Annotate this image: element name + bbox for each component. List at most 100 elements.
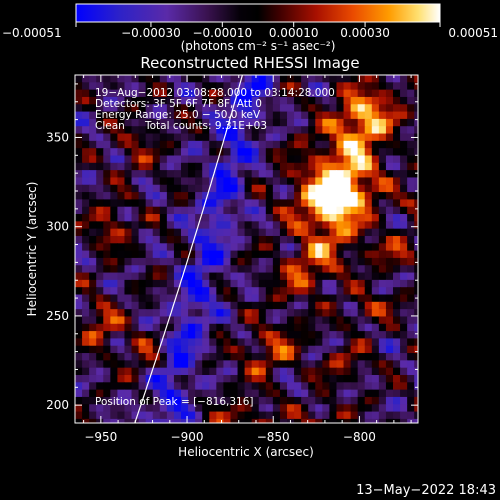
heatmap-cell (421, 155, 429, 163)
heatmap-cell (188, 382, 196, 391)
heatmap-cell (110, 257, 118, 266)
heatmap-cell (103, 331, 111, 340)
heatmap-cell (272, 411, 281, 420)
heatmap-cell (202, 265, 210, 274)
heatmap-cell (124, 309, 133, 318)
heatmap-cell (251, 353, 260, 361)
heatmap-cell (110, 111, 118, 120)
heatmap-cell (265, 301, 274, 310)
heatmap-cell (89, 133, 97, 142)
heatmap-cell (145, 177, 154, 186)
heatmap-cell (407, 287, 415, 296)
heatmap-cell (152, 279, 161, 288)
heatmap-cell (166, 162, 175, 171)
heatmap-cell (181, 199, 189, 208)
heatmap-cell (400, 228, 408, 237)
annotation-clean: Clean (95, 120, 125, 132)
heatmap-cell (343, 75, 352, 83)
heatmap-cell (251, 257, 260, 266)
heatmap-cell (209, 184, 217, 193)
heatmap-cell (407, 250, 415, 259)
heatmap-cell (209, 243, 217, 252)
heatmap-cell (251, 221, 260, 230)
heatmap-cell (89, 228, 97, 237)
heatmap-cell (272, 82, 281, 91)
heatmap-cell (96, 140, 104, 149)
heatmap-cell (195, 287, 203, 296)
heatmap-cell (145, 126, 154, 135)
heatmap-cell (223, 272, 232, 281)
heatmap-cell (96, 257, 104, 266)
heatmap-cell (223, 345, 232, 354)
heatmap-cell (336, 104, 345, 113)
heatmap-cell (407, 155, 415, 164)
heatmap-cell (322, 287, 331, 296)
heatmap-cell (230, 287, 239, 296)
heatmap-cell (166, 75, 175, 83)
heatmap-cell (287, 272, 295, 281)
heatmap-cell (230, 345, 239, 354)
heatmap-cell (364, 338, 373, 347)
heatmap-cell (287, 389, 295, 398)
heatmap-cell (244, 214, 253, 222)
heatmap-cell (110, 96, 118, 105)
heatmap-cell (343, 133, 352, 142)
heatmap-cell (265, 243, 274, 252)
heatmap-cell (195, 140, 203, 149)
heatmap-cell (159, 126, 168, 135)
heatmap-cell (400, 309, 408, 318)
heatmap-cell (209, 126, 217, 135)
heatmap-cell (329, 96, 338, 105)
heatmap-cell (258, 96, 267, 105)
heatmap-cell (138, 265, 147, 274)
heatmap-cell (89, 367, 97, 376)
heatmap-cell (251, 89, 260, 98)
heatmap-cell (82, 75, 90, 83)
heatmap-cell (315, 411, 323, 420)
x-axis-label: Heliocentric X (arcsec) (178, 445, 314, 459)
heatmap-cell (117, 279, 126, 288)
heatmap-cell (195, 214, 203, 222)
heatmap-cell (371, 133, 380, 142)
heatmap-cell (173, 331, 182, 340)
heatmap-cell (152, 89, 161, 98)
heatmap-cell (181, 235, 189, 244)
heatmap-cell (371, 338, 380, 347)
heatmap-cell (407, 221, 415, 230)
heatmap-cell (287, 382, 295, 391)
heatmap-cell (364, 323, 373, 332)
heatmap-cell (279, 133, 288, 142)
heatmap-cell (251, 199, 260, 208)
heatmap-cell (209, 411, 217, 420)
heatmap-cell (75, 404, 83, 413)
heatmap-cell (103, 148, 111, 157)
heatmap-cell (244, 89, 253, 98)
heatmap-cell (265, 374, 274, 383)
heatmap-cell (294, 206, 302, 215)
heatmap-cell (138, 148, 147, 157)
heatmap-cell (152, 155, 161, 164)
heatmap-cell (385, 367, 394, 376)
heatmap-cell (82, 265, 90, 274)
heatmap-cell (202, 316, 210, 325)
heatmap-cell (378, 133, 387, 142)
heatmap-cell (223, 199, 232, 208)
heatmap-cell (202, 118, 210, 127)
colorbar: −0.00051 −0.00030 −0.00010 0.00010 0.00030 0.… (2, 3, 498, 53)
heatmap-cell (96, 301, 104, 310)
heatmap-cell (202, 338, 210, 347)
colorbar-tick-label: −0.00010 (192, 26, 252, 40)
heatmap-cell (294, 214, 302, 222)
heatmap-cell (301, 279, 309, 288)
heatmap-cell (117, 82, 126, 91)
heatmap-cell (89, 353, 97, 361)
heatmap-cell (322, 272, 331, 281)
heatmap-cell (181, 140, 189, 149)
heatmap-cell (181, 118, 189, 127)
chart-title: Reconstructed RHESSI Image (140, 54, 359, 72)
heatmap-cell (301, 199, 309, 208)
heatmap-cell (272, 272, 281, 281)
heatmap-cell (181, 345, 189, 354)
heatmap-cell (258, 265, 267, 274)
heatmap-cell (350, 367, 359, 376)
